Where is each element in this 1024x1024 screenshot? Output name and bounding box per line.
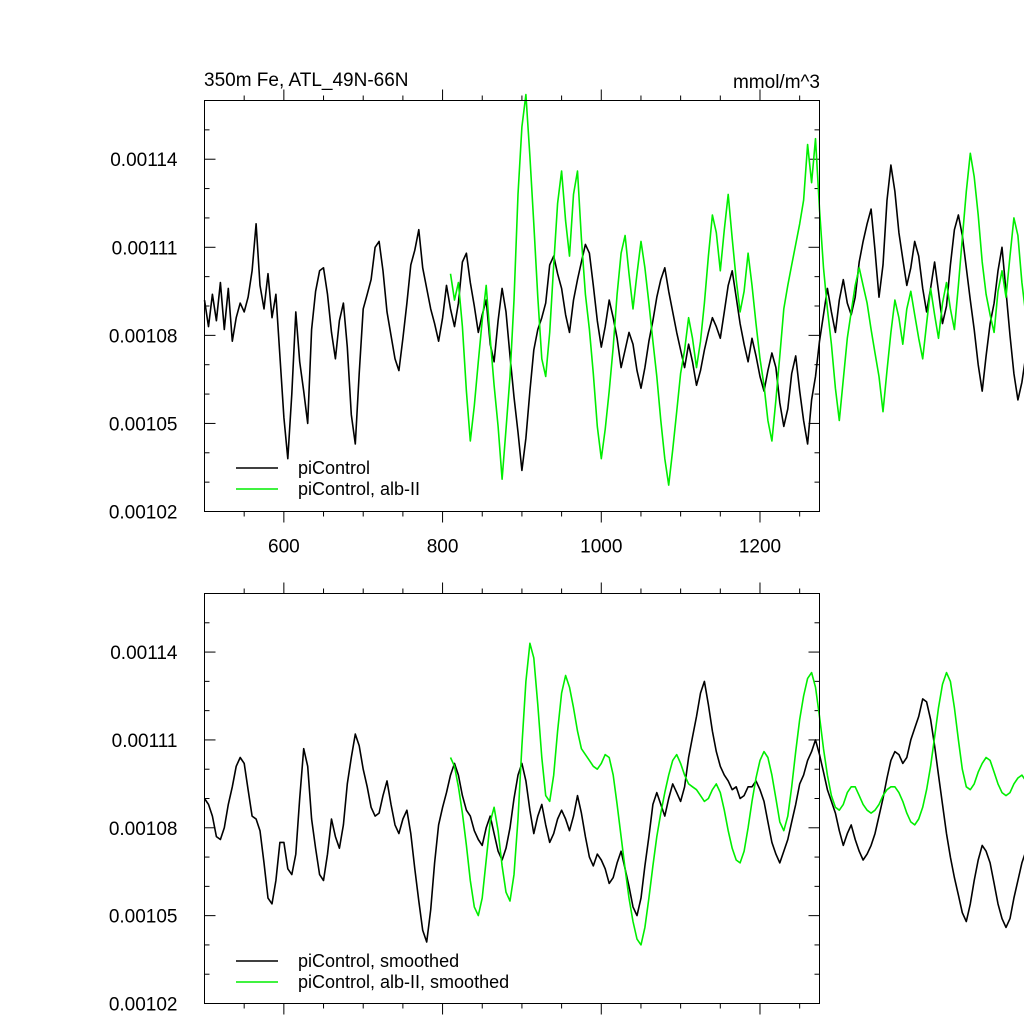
bottom-panel-axes: 0.00102 0.00105 0.00108 0.00111 0.00114 bbox=[109, 582, 820, 1016]
top-series-picontrol-alb-ii-line bbox=[449, 93, 1024, 486]
y-tick-label: 0.00108 bbox=[109, 326, 178, 347]
panel-bottom: 0.00102 0.00105 0.00108 0.00111 0.00114 piCo… bbox=[109, 582, 1024, 1016]
x-tick-label: 1000 bbox=[580, 537, 622, 558]
legend-label-picontrol-smoothed: piControl, smoothed bbox=[298, 951, 459, 971]
top-panel-frame bbox=[204, 100, 820, 512]
x-tick-label: 1200 bbox=[739, 537, 781, 558]
x-tick-label: 600 bbox=[268, 537, 300, 558]
x-tick-label: 800 bbox=[427, 537, 459, 558]
y-tick-label: 0.00114 bbox=[110, 643, 178, 664]
y-tick-label: 0.00102 bbox=[109, 503, 178, 524]
top-series-picontrol-line bbox=[203, 164, 1024, 472]
y-tick-label: 0.00105 bbox=[109, 414, 178, 435]
legend-label-picontrol: piControl bbox=[298, 458, 370, 478]
top-panel-legend: piControl piControl, alb-II bbox=[236, 458, 420, 499]
top-panel-axes: 600 800 1000 1200 0.00102 0.00105 0.00108 0.001… bbox=[109, 89, 820, 558]
y-tick-label: 0.00114 bbox=[110, 150, 178, 171]
y-tick-label: 0.00102 bbox=[109, 995, 178, 1016]
y-tick-label: 0.00111 bbox=[112, 238, 178, 259]
bottom-panel-frame bbox=[204, 593, 820, 1004]
y-tick-label: 0.00108 bbox=[109, 819, 178, 840]
panel-top: 350m Fe, ATL_49N-66N mmol/m^3 600 800 1000… bbox=[109, 70, 1024, 558]
bottom-panel-series bbox=[203, 642, 1024, 946]
y-tick-label: 0.00111 bbox=[112, 731, 178, 752]
y-tick-label: 0.00105 bbox=[109, 907, 178, 928]
legend-label-picontrol-alb-ii: piControl, alb-II bbox=[298, 479, 420, 499]
top-panel-series bbox=[203, 93, 1024, 486]
bottom-panel-legend: piControl, smoothed piControl, alb-II, s… bbox=[236, 951, 509, 992]
top-panel-title: 350m Fe, ATL_49N-66N bbox=[204, 70, 409, 91]
bottom-series-picontrol-smoothed-line bbox=[203, 680, 1024, 943]
top-panel-units: mmol/m^3 bbox=[733, 72, 820, 93]
bottom-series-picontrol-alb-ii-smoothed-line bbox=[449, 642, 1024, 946]
legend-label-picontrol-alb-ii-smoothed: piControl, alb-II, smoothed bbox=[298, 972, 509, 992]
